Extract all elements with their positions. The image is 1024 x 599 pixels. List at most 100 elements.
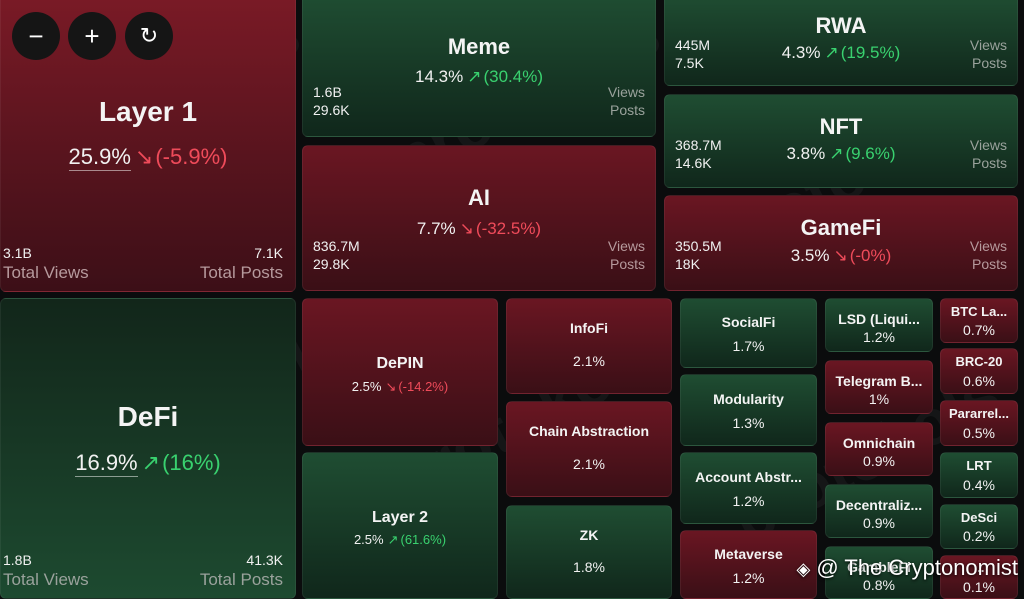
credit-watermark: ◈ @ The Cryptonomist — [796, 555, 1018, 581]
sector-name: Layer 2 — [371, 508, 429, 526]
tile-ai[interactable]: AI 7.7% ↘ (-32.5%) 836.7M 29.8K Views Posts — [302, 145, 656, 291]
sector-name: DePIN — [376, 355, 424, 373]
trend-up-icon: ↗ — [141, 449, 161, 475]
tile-lsd-liqui[interactable]: LSD (Liqui... 1.2% — [825, 298, 933, 352]
posts-value: 29.6K — [313, 102, 350, 118]
sector-name: BRC-20 — [955, 353, 1003, 369]
sector-name: Decentraliz... — [835, 496, 923, 513]
tile-omnichain[interactable]: Omnichain 0.9% — [825, 422, 933, 476]
posts-label: Posts — [971, 256, 1007, 272]
sector-name: AI — [468, 185, 490, 211]
sector-share: 1.8% — [507, 559, 671, 575]
sector-share: 0.7% — [941, 322, 1017, 338]
posts-value: 7.5K — [675, 55, 704, 71]
tile-desci[interactable]: DeSci 0.2% — [940, 504, 1018, 549]
share-change: (16%) — [162, 449, 221, 475]
sector-name: SocialFi — [721, 314, 776, 331]
tile-brc-20[interactable]: BRC-20 0.6% — [940, 348, 1018, 394]
share-percent: 0.1% — [963, 578, 995, 595]
sector-name: NFT — [819, 113, 863, 139]
sector-name: Omnichain — [842, 434, 916, 451]
sector-name: GameFi — [800, 215, 882, 241]
tile-metaverse[interactable]: Metaverse 1.2% — [680, 530, 817, 599]
sector-share: 1.2% — [681, 493, 816, 509]
share-change: (-5.9%) — [155, 144, 228, 169]
tile-account-abstr[interactable]: Account Abstr... 1.2% — [680, 452, 817, 524]
sector-name: InfoFi — [569, 320, 609, 337]
tile-defi[interactable]: DeFi 16.9% ↗(16%) 1.8B Total Views 41.3K Total… — [0, 298, 296, 599]
tile-btc-la[interactable]: BTC La... 0.7% — [940, 298, 1018, 343]
share-percent: 2.5% — [351, 378, 382, 394]
tile-layer-2[interactable]: Layer 2 2.5% ↗ (61.6%) — [302, 452, 498, 599]
sector-name: GambleFi — [847, 558, 911, 575]
sector-share: 0.2% — [941, 528, 1017, 544]
tile-chain-abstraction[interactable]: Chain Abstraction 2.1% — [506, 401, 672, 497]
sector-name: DeSci — [960, 509, 998, 525]
share-change: (30.4%) — [483, 66, 543, 86]
tile-decentraliz[interactable]: Decentraliz... 0.9% — [825, 484, 933, 538]
posts-label: Posts — [971, 55, 1007, 71]
share-percent: 0.4% — [963, 476, 995, 493]
posts-label: Total Posts — [199, 263, 283, 282]
trend-down-icon: ↘ — [385, 378, 397, 394]
share-percent: 16.9% — [75, 449, 138, 477]
sector-share: 1% — [826, 391, 932, 407]
tile-telegram-b[interactable]: Telegram B... 1% — [825, 360, 933, 414]
share-percent: 1.2% — [863, 329, 895, 346]
tile-meme[interactable]: Meme 14.3% ↗ (30.4%) 1.6B 29.6K Views Posts — [302, 0, 656, 137]
share-percent: 1.2% — [732, 569, 765, 586]
sector-share: 2.5% ↗ (61.6%) — [303, 532, 497, 548]
tile-gamblefi[interactable]: GambleFi 0.8% — [825, 546, 933, 599]
views-value: 1.8B — [3, 552, 32, 568]
tile-zk[interactable]: ZK 1.8% — [506, 505, 672, 599]
views-value: 3.1B — [3, 245, 32, 261]
sector-name: LSD (Liqui... — [838, 310, 920, 327]
sector-share: 0.5% — [941, 425, 1017, 441]
views-label: Views — [969, 238, 1007, 254]
posts-label: Total Posts — [199, 570, 283, 589]
tile-pararrel[interactable]: Pararrel... 0.5% — [940, 400, 1018, 446]
sector-share: 0.6% — [941, 373, 1017, 389]
tile-depin[interactable]: DePIN 2.5% ↘ (-14.2%) — [302, 298, 498, 446]
sector-share: 14.3% ↗ (30.4%) — [303, 67, 655, 87]
zoom-in-button[interactable]: + — [68, 12, 116, 60]
tile-lrt[interactable]: LRT 0.4% — [940, 452, 1018, 498]
trend-up-icon: ↗ — [387, 532, 399, 548]
sector-name: ... — [973, 560, 985, 576]
share-percent: 4.3% — [781, 42, 821, 62]
sector-name: RWA — [815, 13, 867, 39]
tile-gamefi[interactable]: GameFi 3.5% ↘ (-0%) 350.5M 18K Views Posts — [664, 195, 1018, 291]
sector-share: 2.5% ↘ (-14.2%) — [303, 379, 497, 395]
zoom-out-button[interactable]: − — [12, 12, 60, 60]
tile-nft[interactable]: NFT 3.8% ↗ (9.6%) 368.7M 14.6K Views Posts — [664, 94, 1018, 188]
tile-socialfi[interactable]: SocialFi 1.7% — [680, 298, 817, 368]
posts-label: Posts — [609, 256, 645, 272]
trend-up-icon: ↗ — [824, 42, 839, 62]
sector-share: 2.1% — [507, 353, 671, 369]
sector-share: 25.9% ↘(-5.9%) — [1, 144, 295, 171]
refresh-button[interactable]: ↻ — [125, 12, 173, 60]
sector-share: 3.5% ↘ (-0%) — [665, 246, 1017, 266]
posts-value: 7.1K — [254, 245, 283, 261]
posts-value: 41.3K — [246, 552, 283, 568]
tile-modularity[interactable]: Modularity 1.3% — [680, 374, 817, 446]
sector-share: 0.8% — [826, 577, 932, 593]
sector-share: 4.3% ↗ (19.5%) — [665, 43, 1017, 63]
tile-rwa[interactable]: RWA 4.3% ↗ (19.5%) 445M 7.5K Views Posts — [664, 0, 1018, 86]
share-change: (-0%) — [849, 245, 892, 265]
views-label: Views — [607, 84, 645, 100]
views-value: 1.6B — [313, 84, 342, 100]
sector-name: BTC La... — [950, 303, 1008, 319]
tile-other[interactable]: ... 0.1% — [940, 555, 1018, 599]
views-label: Views — [969, 37, 1007, 53]
posts-label: Posts — [609, 102, 645, 118]
tile-infofi[interactable]: InfoFi 2.1% — [506, 298, 672, 394]
share-percent: 1.3% — [732, 415, 765, 432]
views-value: 445M — [675, 37, 711, 53]
views-label: Views — [607, 238, 645, 254]
views-value: 836.7M — [313, 238, 360, 254]
binance-logo-icon: ◈ — [796, 559, 811, 579]
sector-share: 0.4% — [941, 477, 1017, 493]
sector-name: Meme — [447, 33, 511, 59]
